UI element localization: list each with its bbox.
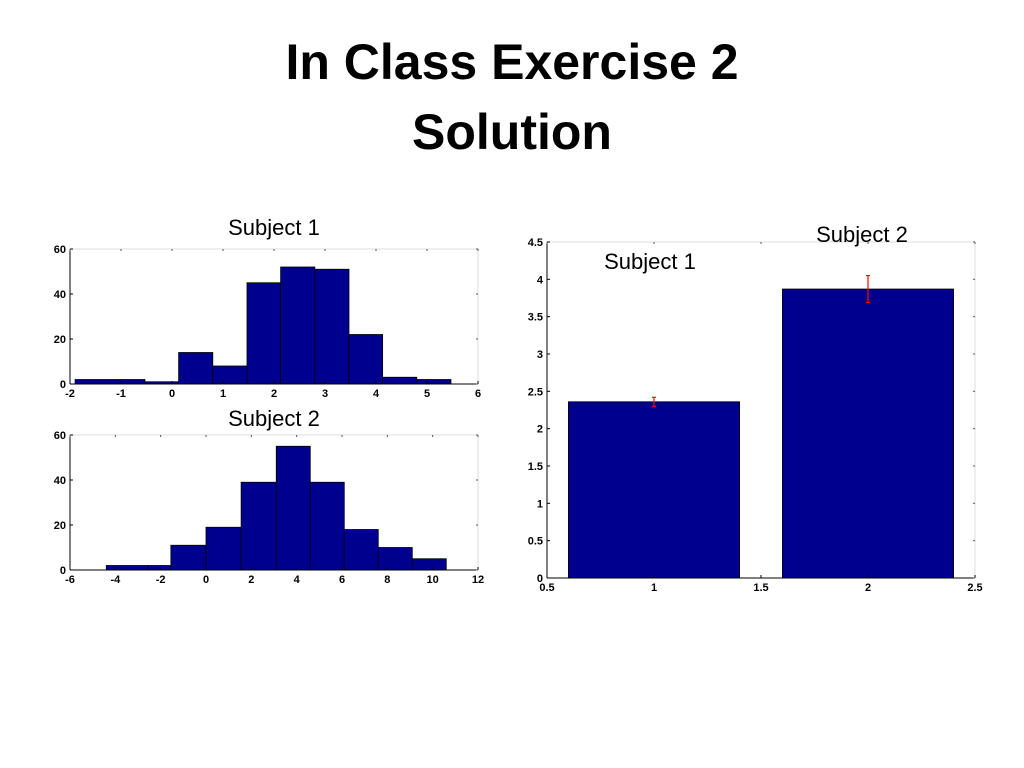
x-tick-label: 0.5 [539,582,554,594]
y-tick-label: 3.5 [528,312,543,324]
x-tick-label: 6 [339,574,345,586]
x-tick-label: 1 [220,388,226,400]
histogram-bar [205,526,242,571]
x-tick-label: -4 [110,574,121,586]
histogram-bar [178,352,214,385]
y-tick-label: 0 [60,379,66,391]
histogram-bar [147,565,172,571]
y-tick-label: 40 [54,289,66,301]
x-tick-label: 5 [424,388,430,400]
histogram-bar [411,558,447,571]
histogram-bar [280,266,316,385]
x-tick-label: 1 [651,582,657,594]
bar-annotation-2: Subject 2 [816,222,908,247]
x-tick-label: 8 [384,574,390,586]
y-tick-label: 0.5 [528,536,543,548]
histogram-bar [314,268,350,385]
x-tick-label: 2 [248,574,254,586]
slide-title-line-2: Solution [412,104,612,160]
x-tick-label: 4 [294,574,301,586]
y-tick-label: 2 [537,424,543,436]
x-tick-label: 2 [865,582,871,594]
y-tick-label: 4.5 [528,237,543,249]
chart-title: Subject 2 [228,406,320,431]
chart-title: Subject 1 [228,215,320,240]
y-tick-label: 2.5 [528,386,543,398]
x-tick-label: -2 [65,388,75,400]
slide-title-line-1: In Class Exercise 2 [285,34,739,90]
y-tick-label: 0 [537,573,543,585]
x-tick-label: 1.5 [753,582,768,594]
x-tick-label: -6 [65,574,75,586]
x-tick-label: 2.5 [967,582,982,594]
histogram-bar [212,365,248,385]
y-tick-label: 4 [537,274,544,286]
y-tick-label: 40 [54,475,66,487]
x-tick-label: -1 [116,388,126,400]
bar-1 [568,401,741,579]
x-tick-label: 0 [203,574,209,586]
y-tick-label: 20 [54,520,66,532]
histogram-bar [170,544,207,571]
x-tick-label: 6 [475,388,481,400]
histogram-bar [105,565,149,571]
histogram-bar [275,445,311,571]
histogram-bar [74,379,146,385]
histogram-bar [246,282,282,385]
bar-2 [782,288,955,579]
histogram-bar [348,334,384,385]
histogram-bar [377,547,413,571]
y-tick-label: 3 [537,349,543,361]
y-tick-label: 20 [54,334,66,346]
y-tick-label: 1.5 [528,461,543,473]
histogram-bar [309,481,345,571]
chart-2: -6 -4 -2 0 2 4 6 8 10 12 0 20 40 60 Subject 2 [54,406,484,586]
x-tick-label: 3 [322,388,328,400]
x-tick-label: 0 [169,388,175,400]
y-tick-label: 1 [537,498,543,510]
y-tick-label: 60 [54,244,66,256]
y-tick-label: 60 [54,430,66,442]
bar-annotation-1: Subject 1 [604,249,696,274]
x-tick-label: 4 [373,388,380,400]
x-tick-label: -2 [156,574,166,586]
histogram-bar [240,481,277,571]
histogram-bar [416,379,452,385]
histogram-bar [343,529,379,571]
histogram-bar [382,376,418,385]
x-tick-label: 12 [472,574,484,586]
y-tick-label: 0 [60,565,66,577]
x-tick-label: 10 [427,574,439,586]
x-tick-label: 2 [271,388,277,400]
